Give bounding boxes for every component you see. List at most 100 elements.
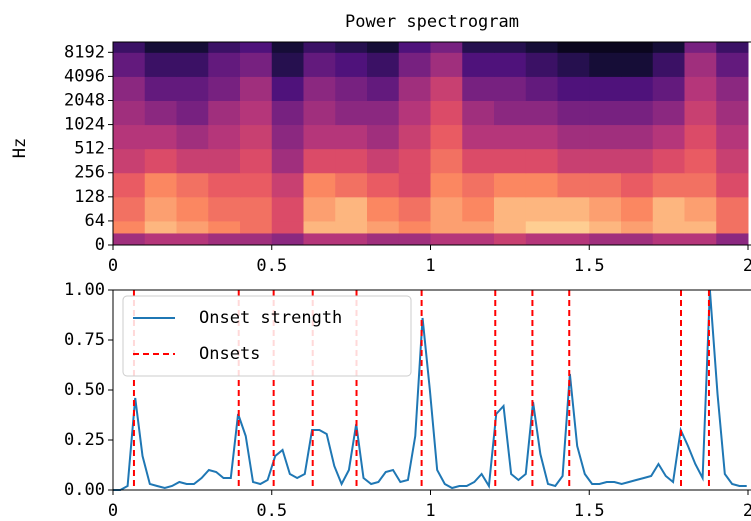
heatmap-cell <box>367 172 400 198</box>
heatmap-cell <box>557 196 590 222</box>
heatmap-cell <box>557 172 590 198</box>
heatmap-cell <box>176 42 209 53</box>
heatmap-cell <box>430 52 463 77</box>
heatmap-cell <box>176 220 209 234</box>
heatmap-cell <box>176 100 209 126</box>
heatmap-cell <box>684 52 717 77</box>
heatmap-cell <box>335 42 368 53</box>
heatmap-cell <box>398 124 431 150</box>
heatmap-cell <box>684 232 717 246</box>
heatmap-cell <box>589 42 622 53</box>
y-tick-label: 0.75 <box>64 330 105 350</box>
heatmap-cell <box>621 148 654 174</box>
heatmap-cell <box>144 232 177 246</box>
heatmap-cell <box>716 52 749 77</box>
heatmap-cell <box>716 42 749 53</box>
heatmap-cell <box>462 42 495 53</box>
heatmap-cell <box>367 232 400 246</box>
heatmap-cell <box>240 124 273 150</box>
heatmap-cell <box>208 172 241 198</box>
heatmap-cell <box>176 52 209 77</box>
y-tick-label: 0.00 <box>64 480 105 500</box>
heatmap-cell <box>652 196 685 222</box>
heatmap-cell <box>303 76 336 101</box>
heatmap-cell <box>113 52 146 77</box>
x-tick-label: 1 <box>425 256 435 276</box>
y-tick-label: 512 <box>74 139 105 159</box>
heatmap-cell <box>208 42 241 53</box>
heatmap-cell <box>494 42 527 53</box>
heatmap-cell <box>398 76 431 101</box>
heatmap-cell <box>271 76 304 101</box>
heatmap-cell <box>684 100 717 126</box>
heatmap-cell <box>176 172 209 198</box>
heatmap-cell <box>589 172 622 198</box>
heatmap-cell <box>335 124 368 150</box>
y-tick-label: 128 <box>74 187 105 207</box>
heatmap-cell <box>271 196 304 222</box>
heatmap-cell <box>240 196 273 222</box>
x-tick-label: 1.5 <box>574 501 605 521</box>
heatmap-cell <box>271 52 304 77</box>
heatmap-cell <box>176 76 209 101</box>
heatmap-cell <box>144 52 177 77</box>
heatmap-cell <box>684 124 717 150</box>
heatmap-cell <box>271 42 304 53</box>
heatmap-cell <box>621 232 654 246</box>
heatmap-cell <box>367 196 400 222</box>
heatmap-cell <box>684 148 717 174</box>
heatmap-cell <box>652 232 685 246</box>
heatmap-cell <box>557 100 590 126</box>
heatmap-cell <box>462 172 495 198</box>
heatmap-cell <box>240 100 273 126</box>
heatmap-cell <box>113 124 146 150</box>
x-tick-label: 1 <box>425 501 435 521</box>
heatmap-cell <box>367 52 400 77</box>
heatmap-cell <box>208 100 241 126</box>
heatmap-cell <box>430 232 463 246</box>
x-tick-label: 2 <box>743 501 751 521</box>
x-tick-label: 0.5 <box>256 501 287 521</box>
heatmap-cell <box>557 52 590 77</box>
heatmap-cell <box>652 172 685 198</box>
heatmap-cell <box>525 100 558 126</box>
chart-title: Power spectrogram <box>345 12 519 32</box>
heatmap-cell <box>335 196 368 222</box>
heatmap-cell <box>208 76 241 101</box>
heatmap-cell <box>557 124 590 150</box>
heatmap-cell <box>398 148 431 174</box>
heatmap-cell <box>367 42 400 53</box>
heatmap-cell <box>367 124 400 150</box>
heatmap-cell <box>494 148 527 174</box>
heatmap-cell <box>271 172 304 198</box>
heatmap-cell <box>430 172 463 198</box>
heatmap-cell <box>494 172 527 198</box>
heatmap-cell <box>144 196 177 222</box>
heatmap-cell <box>621 52 654 77</box>
y-tick-label: 8192 <box>64 42 105 62</box>
heatmap-cell <box>144 172 177 198</box>
x-tick-label: 0.5 <box>256 256 287 276</box>
heatmap-cell <box>716 220 749 234</box>
heatmap-cell <box>462 76 495 101</box>
heatmap-cell <box>621 76 654 101</box>
heatmap-cell <box>176 148 209 174</box>
heatmap-cell <box>589 124 622 150</box>
heatmap-cell <box>716 124 749 150</box>
heatmap-cell <box>303 172 336 198</box>
heatmap-cell <box>430 76 463 101</box>
heatmap-cell <box>144 42 177 53</box>
heatmap-cell <box>525 232 558 246</box>
y-axis-label: Hz <box>10 138 30 158</box>
heatmap-cell <box>144 148 177 174</box>
heatmap-cell <box>621 42 654 53</box>
y-tick-label: 2048 <box>64 90 105 110</box>
heatmap-cell <box>113 100 146 126</box>
heatmap-cell <box>494 76 527 101</box>
heatmap-cell <box>557 76 590 101</box>
heatmap-cell <box>367 100 400 126</box>
heatmap-cell <box>494 52 527 77</box>
heatmap-cell <box>208 232 241 246</box>
heatmap-cell <box>335 172 368 198</box>
heatmap-cell <box>271 100 304 126</box>
